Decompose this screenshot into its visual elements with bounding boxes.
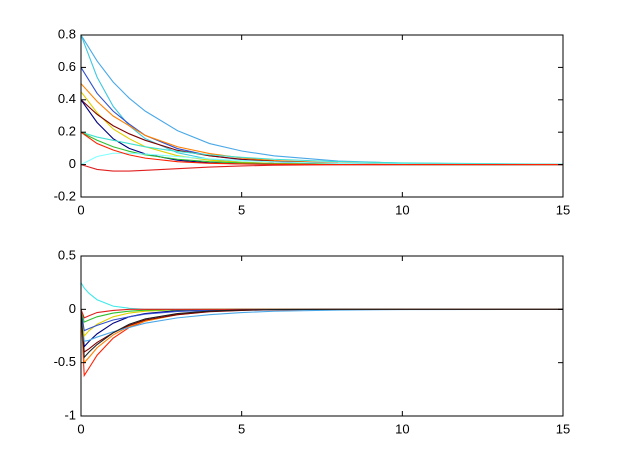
x-tick-label: 10 bbox=[395, 421, 409, 436]
series-line bbox=[81, 152, 563, 166]
y-tick-label: 0.5 bbox=[58, 247, 76, 262]
y-tick-label: 0.2 bbox=[58, 124, 76, 139]
y-tick-label: -0.2 bbox=[54, 188, 76, 203]
axes: 0 5 10 15 -1 -0.5 0 0.5 bbox=[54, 247, 571, 436]
series-line bbox=[81, 308, 563, 342]
y-tick-label: -0.5 bbox=[54, 354, 76, 369]
plot-area bbox=[81, 35, 563, 172]
y-tick-label: 0.4 bbox=[58, 91, 76, 106]
axes-background bbox=[81, 256, 563, 416]
plot-area bbox=[81, 282, 563, 378]
y-tick-label: -1 bbox=[64, 407, 76, 422]
x-tick-label: 5 bbox=[238, 202, 245, 217]
series-line bbox=[81, 131, 563, 165]
series-line bbox=[81, 308, 563, 359]
x-tick-label: 0 bbox=[77, 421, 84, 436]
x-tick-label: 15 bbox=[556, 202, 570, 217]
y-tick-label: 0 bbox=[69, 156, 76, 171]
x-tick-label: 5 bbox=[238, 421, 245, 436]
axes: 0 5 10 15-0.200.20.40.60.8 bbox=[54, 26, 571, 217]
x-tick-label: 0 bbox=[77, 202, 84, 217]
series-line bbox=[81, 131, 563, 166]
x-tick-label: 10 bbox=[395, 202, 409, 217]
y-tick-label: 0.8 bbox=[58, 26, 76, 41]
x-tick-label: 15 bbox=[556, 421, 570, 436]
y-tick-label: 0.6 bbox=[58, 59, 76, 74]
axes-box bbox=[80, 34, 564, 198]
y-tick-label: 0 bbox=[69, 301, 76, 316]
axes-box bbox=[80, 255, 564, 417]
